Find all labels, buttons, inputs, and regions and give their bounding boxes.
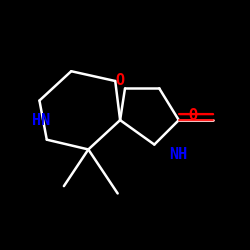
Text: O: O <box>116 74 125 88</box>
Text: O: O <box>188 108 198 123</box>
Text: HN: HN <box>32 112 50 128</box>
Text: NH: NH <box>169 147 187 162</box>
